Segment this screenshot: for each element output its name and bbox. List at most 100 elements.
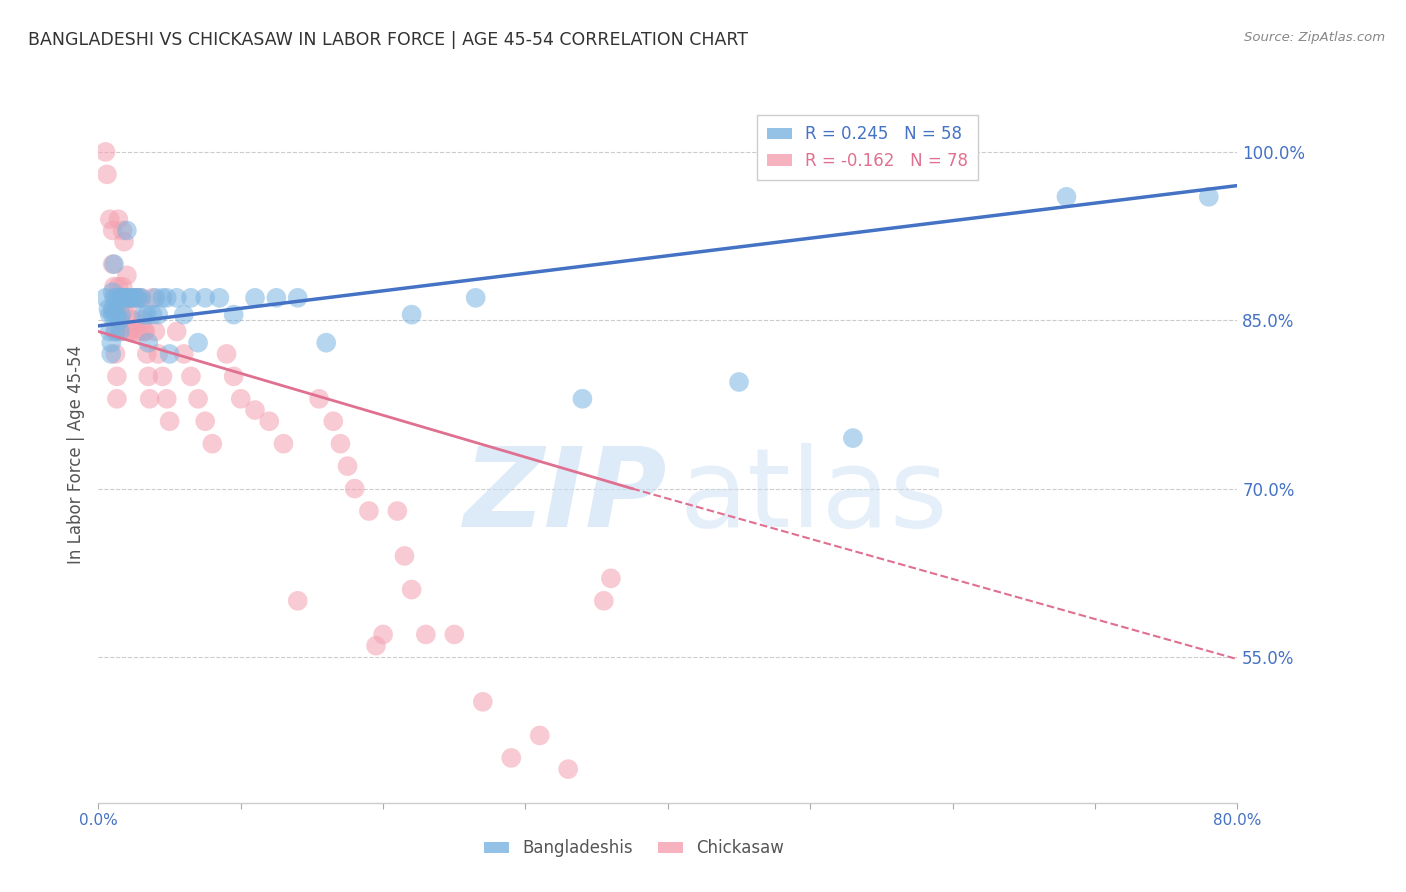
- Point: [194, 291, 217, 305]
- Point: [187, 392, 209, 406]
- Point: [135, 347, 157, 361]
- Point: [315, 335, 337, 350]
- Point: [110, 313, 132, 327]
- Point: [387, 504, 409, 518]
- Point: [141, 291, 163, 305]
- Point: [114, 308, 136, 322]
- Point: [98, 325, 121, 339]
- Point: [136, 335, 159, 350]
- Point: [118, 325, 141, 339]
- Point: [129, 291, 152, 305]
- Point: [1198, 190, 1220, 204]
- Point: [101, 223, 124, 237]
- Point: [104, 347, 127, 361]
- Point: [101, 285, 124, 300]
- Point: [107, 212, 129, 227]
- Point: [107, 279, 129, 293]
- Point: [443, 627, 465, 641]
- Point: [145, 291, 167, 305]
- Point: [118, 291, 141, 305]
- Point: [166, 291, 188, 305]
- Point: [100, 335, 122, 350]
- Point: [322, 414, 344, 428]
- Point: [180, 369, 202, 384]
- Point: [98, 212, 121, 227]
- Point: [215, 347, 238, 361]
- Point: [600, 571, 623, 585]
- Point: [222, 308, 245, 322]
- Point: [111, 279, 134, 293]
- Point: [842, 431, 865, 445]
- Point: [243, 403, 266, 417]
- Point: [159, 414, 181, 428]
- Point: [201, 436, 224, 450]
- Y-axis label: In Labor Force | Age 45-54: In Labor Force | Age 45-54: [66, 345, 84, 565]
- Point: [471, 695, 494, 709]
- Point: [118, 291, 141, 305]
- Point: [115, 301, 138, 316]
- Point: [243, 291, 266, 305]
- Point: [125, 291, 148, 305]
- Point: [1056, 190, 1078, 204]
- Point: [329, 436, 352, 450]
- Point: [132, 325, 155, 339]
- Point: [259, 414, 281, 428]
- Point: [94, 291, 117, 305]
- Point: [98, 308, 121, 322]
- Point: [728, 375, 751, 389]
- Legend: Bangladeshis, Chickasaw: Bangladeshis, Chickasaw: [477, 833, 790, 864]
- Point: [110, 291, 132, 305]
- Point: [152, 291, 174, 305]
- Point: [112, 291, 135, 305]
- Point: [148, 308, 170, 322]
- Point: [104, 325, 127, 339]
- Point: [115, 268, 138, 283]
- Point: [107, 291, 129, 305]
- Point: [571, 392, 593, 406]
- Point: [101, 257, 124, 271]
- Point: [103, 291, 125, 305]
- Point: [122, 291, 145, 305]
- Point: [111, 223, 134, 237]
- Point: [187, 335, 209, 350]
- Point: [135, 308, 157, 322]
- Point: [136, 369, 159, 384]
- Point: [208, 291, 231, 305]
- Point: [464, 291, 486, 305]
- Point: [156, 392, 179, 406]
- Point: [105, 308, 128, 322]
- Point: [105, 291, 128, 305]
- Point: [134, 325, 156, 339]
- Point: [266, 291, 288, 305]
- Point: [115, 223, 138, 237]
- Point: [124, 325, 146, 339]
- Point: [103, 301, 125, 316]
- Point: [592, 594, 614, 608]
- Point: [103, 257, 125, 271]
- Point: [287, 594, 309, 608]
- Point: [100, 347, 122, 361]
- Point: [117, 325, 139, 339]
- Point: [273, 436, 295, 450]
- Text: BANGLADESHI VS CHICKASAW IN LABOR FORCE | AGE 45-54 CORRELATION CHART: BANGLADESHI VS CHICKASAW IN LABOR FORCE …: [28, 31, 748, 49]
- Point: [373, 627, 395, 641]
- Text: ZIP: ZIP: [464, 443, 668, 550]
- Point: [108, 325, 131, 339]
- Point: [112, 291, 135, 305]
- Point: [415, 627, 437, 641]
- Point: [105, 392, 128, 406]
- Point: [173, 308, 195, 322]
- Point: [125, 291, 148, 305]
- Point: [111, 291, 134, 305]
- Point: [112, 235, 135, 249]
- Point: [127, 325, 149, 339]
- Point: [394, 549, 416, 563]
- Point: [129, 291, 152, 305]
- Point: [103, 279, 125, 293]
- Point: [121, 313, 143, 327]
- Point: [101, 301, 124, 316]
- Point: [96, 167, 118, 181]
- Point: [131, 313, 153, 327]
- Point: [148, 347, 170, 361]
- Point: [357, 504, 380, 518]
